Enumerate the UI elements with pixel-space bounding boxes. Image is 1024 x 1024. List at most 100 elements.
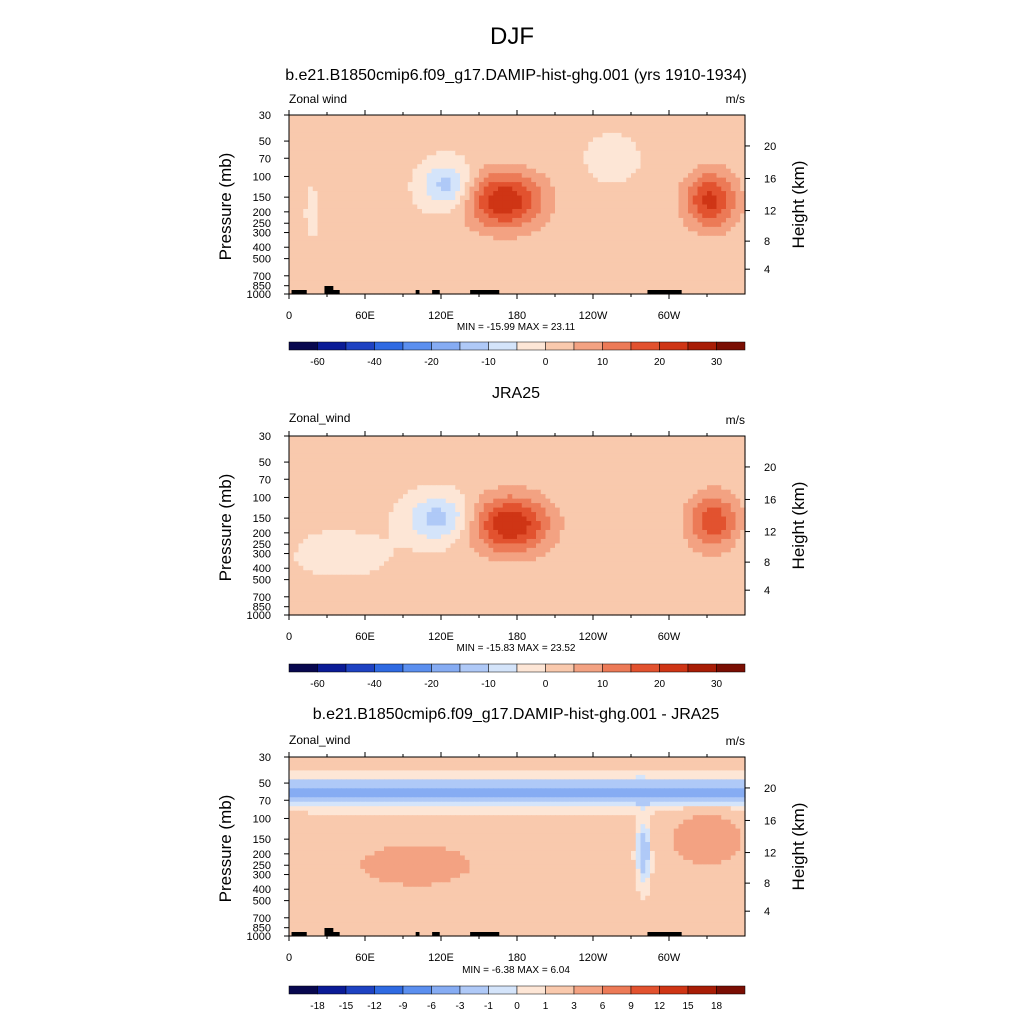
field-cell [559,289,566,295]
field-cell [702,436,708,442]
field-cell [341,164,347,170]
field-cell [417,177,423,183]
field-cell [498,271,504,277]
y-tick-label: 200 [253,207,271,219]
field-cell [479,115,485,121]
field-cell [612,119,618,125]
field-cell [450,119,456,125]
field-cell [422,231,428,237]
field-cell [697,226,703,232]
field-cell [569,235,575,241]
field-cell [379,137,385,143]
field-cell [559,115,566,121]
field-cell [388,186,395,192]
field-cell [597,444,604,451]
field-cell [650,137,656,143]
field-cell [498,168,504,174]
field-cell [669,253,675,259]
field-cell [450,449,456,455]
field-cell [593,204,599,210]
x-tick-label: 60E [355,310,375,322]
field-cell [631,173,637,179]
field-cell [688,132,694,138]
field-cell [531,253,537,259]
field-cell [650,182,656,188]
field-cell [645,164,651,170]
field-cell [716,253,722,259]
field-cell [493,249,499,255]
field-cell [322,213,328,219]
field-cell [726,159,732,165]
field-cell [602,191,608,197]
field-cell [640,462,646,468]
field-cell [555,119,561,125]
field-cell [678,204,684,210]
field-cell [555,280,561,286]
field-cell [707,235,713,241]
field-cell [517,436,523,442]
field-cell [498,453,504,459]
field-cell [626,480,632,486]
field-cell [460,195,466,201]
field-cell [521,115,528,121]
field-cell [336,213,342,219]
field-cell [669,177,675,183]
field-cell [355,217,361,223]
field-cell [422,440,428,446]
field-cell [374,480,380,486]
field-cell [479,244,485,250]
field-cell [707,471,713,477]
field-cell [388,440,395,446]
y-tick-label: 300 [253,228,271,240]
field-cell [654,217,661,223]
field-cell [673,453,680,459]
field-cell [403,195,409,201]
field-cell [460,128,466,134]
field-cell [450,177,456,183]
field-cell [593,271,599,277]
field-cell [431,173,437,179]
field-cell [635,186,642,192]
field-cell [460,186,466,192]
figure-title: DJF [490,23,534,50]
field-cell [502,195,509,201]
field-cell [498,155,504,161]
field-cell [384,191,390,197]
field-cell [479,222,485,228]
field-cell [441,186,447,192]
field-cell [308,155,314,161]
field-cell [464,253,471,259]
field-cell [341,191,347,197]
field-cell [726,150,732,156]
field-cell [559,440,566,446]
field-cell [365,150,371,156]
field-cell [341,141,347,147]
field-cell [711,471,718,477]
field-cell [512,204,518,210]
field-cell [355,137,361,143]
field-cell [550,150,556,156]
field-cell [403,182,409,188]
field-cell [564,155,570,161]
field-cell [303,262,309,268]
field-cell [450,132,456,138]
field-cell [645,258,651,264]
field-cell [502,191,509,197]
field-cell [479,253,485,259]
field-cell [669,244,675,250]
field-cell [498,159,504,165]
field-cell [545,226,551,232]
field-cell [379,249,385,255]
field-cell [422,173,428,179]
field-cell [650,476,656,482]
field-cell [635,480,642,486]
field-cell [398,177,404,183]
field-cell [441,444,447,451]
field-cell [369,226,376,232]
field-cell [631,132,637,138]
field-cell [507,467,513,473]
field-cell [445,141,452,147]
field-cell [697,217,703,223]
field-cell [374,168,380,174]
field-cell [664,226,670,232]
